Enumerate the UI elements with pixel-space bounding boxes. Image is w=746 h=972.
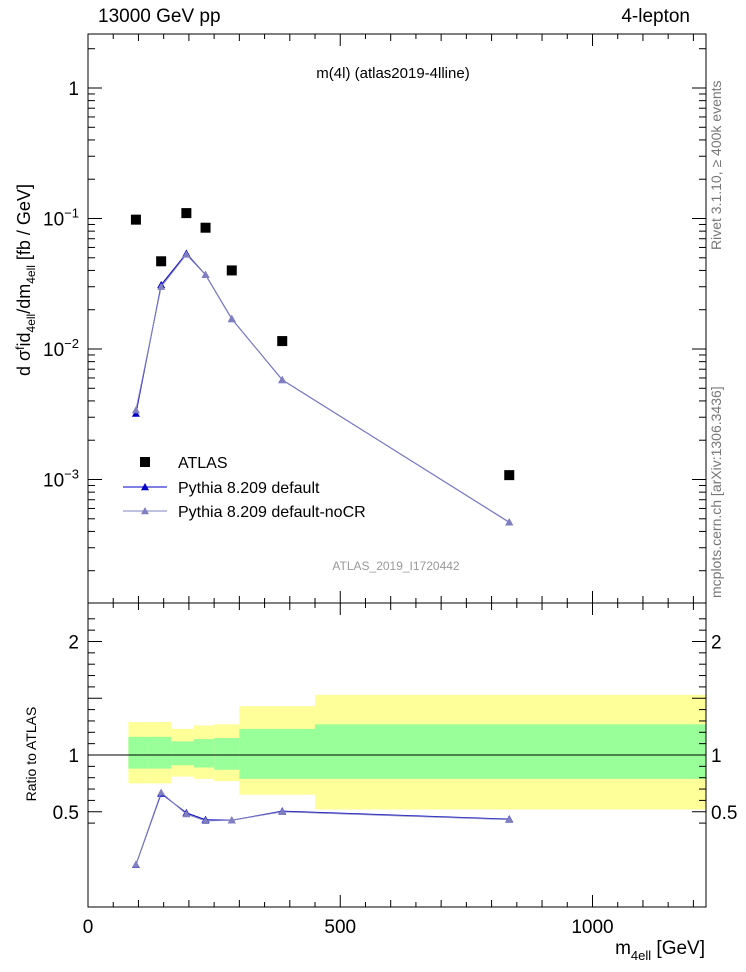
pythia-nocr-point: [227, 314, 236, 323]
legend: ATLAS Pythia 8.209 default Pythia 8.209 de…: [123, 455, 366, 521]
ratio-y-tick-label: 1: [68, 746, 79, 767]
main-y-axis-label: d σfid4ell/dm4ell [fb / GeV]: [13, 184, 38, 376]
ratio-y-tick-label: 0.5: [53, 803, 79, 824]
legend-label: Pythia 8.209 default: [178, 480, 320, 497]
x-axis-label: m4ell [GeV]: [615, 938, 705, 963]
legend-atlas-marker: [140, 457, 150, 467]
pythia-nocr-point: [201, 270, 210, 279]
inner-uncertainty-band: [315, 724, 706, 779]
atlas-data-point: [226, 265, 237, 276]
ratio-panel: 0 500 1000 0.5 0.5 1 1 2 2: [53, 602, 737, 938]
legend-label: ATLAS: [178, 455, 228, 472]
ratio-y-tick-label-right: 2: [711, 633, 722, 654]
legend-default-marker: [141, 483, 149, 491]
mcplots-label: mcplots.cern.ch [arXiv:1306.3436]: [708, 386, 724, 598]
atlas-data-point: [504, 470, 515, 481]
atlas-data-point: [130, 214, 141, 225]
atlas-data-point: [277, 336, 288, 347]
ratio-nocr-point: [157, 788, 166, 796]
inner-uncertainty-band: [239, 728, 316, 779]
ratio-nocr-point: [227, 816, 236, 824]
inner-uncertainty-band: [128, 736, 149, 769]
ratio-nocr-point: [131, 860, 140, 868]
pythia-nocr-point: [505, 518, 514, 526]
pythia-nocr-point: [182, 250, 191, 258]
x-tick-label: 0: [83, 917, 94, 938]
ratio-nocr-point: [505, 815, 514, 823]
ratio-y-tick-label: 2: [68, 633, 79, 654]
ratio-y-tick-label-right: 1: [711, 746, 722, 767]
inner-uncertainty-band: [193, 739, 215, 768]
rivet-label: Rivet 3.1.10, ≥ 400k events: [708, 80, 724, 250]
pythia-nocr-point: [131, 406, 140, 414]
atlas-data-point: [181, 208, 192, 219]
energy-label: 13000 GeV pp: [98, 6, 221, 27]
inner-uncertainty-band: [148, 736, 172, 769]
ratio-y-tick-label-right: 0.5: [711, 803, 737, 824]
pythia-nocr-point: [157, 282, 166, 290]
y-tick-label: 10−2: [43, 336, 79, 361]
y-tick-label: 10−3: [43, 467, 79, 492]
atlas-data-point: [200, 222, 211, 233]
ratio-nocr-point: [201, 816, 210, 825]
inner-uncertainty-band: [171, 741, 194, 766]
x-tick-label: 500: [324, 917, 356, 938]
y-tick-label: 10−1: [43, 206, 79, 231]
atlas-data-point: [156, 256, 167, 267]
pythia-nocr-point: [278, 375, 287, 384]
process-label: 4-lepton: [621, 6, 690, 27]
main-panel: 1 10−1 10−2 10−3 ATLAS Pythia 8.209 default Py…: [43, 33, 707, 907]
ratio-nocr-point: [278, 807, 287, 815]
legend-label: Pythia 8.209 default-noCR: [178, 504, 366, 521]
plot-title: m(4l) (atlas2019-4lline): [316, 65, 469, 82]
x-tick-label: 1000: [571, 917, 613, 938]
watermark: ATLAS_2019_I1720442: [332, 559, 460, 573]
legend-nocr-marker: [141, 507, 149, 515]
ratio-nocr-point: [182, 810, 191, 818]
inner-uncertainty-band: [214, 737, 240, 770]
y-tick-label: 1: [68, 79, 79, 100]
ratio-y-axis-label: Ratio to ATLAS: [23, 707, 39, 802]
